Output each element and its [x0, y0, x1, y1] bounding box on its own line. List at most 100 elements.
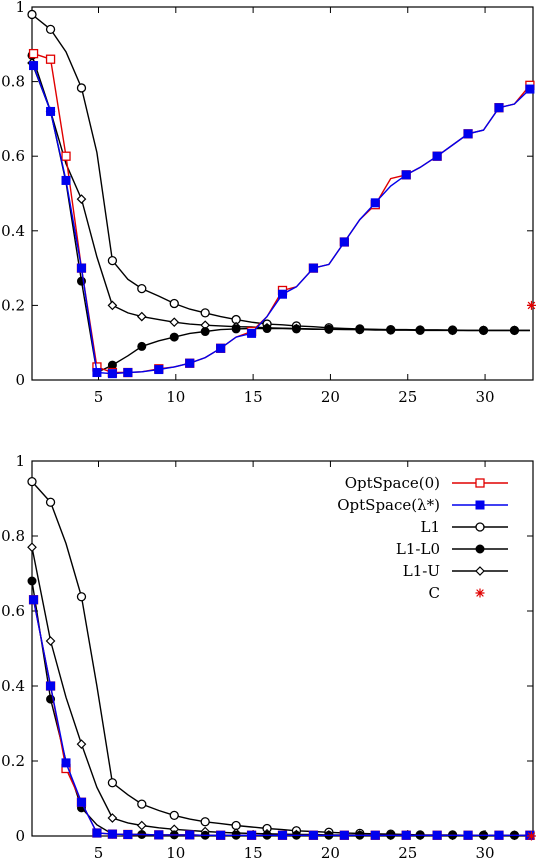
series-l1-u: [27, 542, 530, 841]
legend-marker: [475, 566, 485, 576]
legend-item-optspace0: OptSpace(0): [345, 474, 508, 492]
data-point: [247, 328, 257, 338]
data-point: [509, 325, 519, 335]
legend-item-optspace-lambda: OptSpace(λ*): [337, 496, 508, 514]
data-point: [123, 368, 133, 378]
legend-marker: [475, 588, 485, 598]
data-point: [45, 636, 56, 646]
y-tick-label: 0.4: [1, 222, 25, 240]
data-point: [463, 129, 473, 139]
series-line: [31, 547, 530, 836]
y-tick-label: 0.6: [1, 602, 25, 620]
data-point: [29, 61, 39, 71]
data-point: [494, 103, 504, 113]
series-line: [31, 481, 530, 836]
data-point: [136, 311, 147, 322]
data-point: [169, 298, 179, 309]
data-point: [61, 175, 71, 185]
y-tick-label: 0.4: [1, 677, 25, 695]
plot-frame: [31, 460, 534, 837]
x-tick-label: 5: [94, 388, 104, 406]
data-point: [324, 324, 334, 334]
legend-label: C: [429, 584, 440, 602]
data-point: [136, 820, 147, 831]
data-point: [107, 360, 117, 370]
y-tick-label: 1: [15, 452, 25, 470]
y-tick-label: 0.8: [1, 73, 25, 91]
data-point: [154, 365, 164, 375]
series-line: [32, 599, 530, 836]
data-point: [27, 476, 37, 487]
data-point: [231, 324, 241, 334]
x-tick-label: 15: [244, 388, 263, 406]
series-l1: [27, 9, 530, 336]
data-point: [463, 830, 473, 840]
data-point: [479, 325, 489, 335]
data-point: [28, 48, 39, 59]
data-point: [278, 830, 287, 840]
data-point: [308, 263, 318, 273]
data-point: [278, 289, 287, 299]
data-point: [370, 830, 380, 840]
series-line: [32, 599, 530, 836]
legend-marker: [475, 544, 485, 554]
legend-label: L1-L0: [396, 540, 440, 558]
chart-panel-bottom: 00.20.40.60.815 10 15 20 25 30OptSpace(0)OptS…: [1, 452, 536, 862]
data-point: [355, 325, 365, 335]
data-point: [92, 828, 102, 838]
legend-marker: [475, 522, 485, 532]
data-point: [386, 325, 396, 335]
data-point: [169, 332, 179, 342]
y-tick-label: 0: [15, 371, 25, 389]
data-point: [27, 576, 37, 586]
data-point: [29, 595, 39, 605]
data-point: [526, 300, 536, 310]
data-point: [185, 358, 195, 368]
x-tick-label: 20: [321, 844, 340, 862]
legend: OptSpace(0) OptSpace(λ*) L1 L1-L0 L1-U C: [337, 474, 508, 602]
data-point: [401, 830, 411, 840]
data-point: [107, 255, 118, 266]
legend-item-l1-u: L1-U: [403, 562, 508, 580]
x-tick-label: 20: [321, 388, 340, 406]
data-point: [76, 592, 87, 602]
data-point: [92, 368, 102, 378]
data-point: [76, 194, 87, 204]
y-tick-label: 0.2: [1, 752, 25, 770]
data-point: [432, 830, 442, 840]
data-point: [448, 325, 458, 335]
data-point: [154, 830, 164, 840]
data-point: [107, 369, 117, 379]
data-point: [46, 106, 56, 116]
x-tick-label: 10: [166, 844, 185, 862]
x-tick-label: 10: [166, 388, 185, 406]
x-tick-label: 15: [244, 844, 263, 862]
data-point: [76, 797, 86, 807]
legend-label: OptSpace(λ*): [337, 496, 440, 514]
series-line: [31, 55, 530, 374]
data-point: [308, 830, 318, 840]
plot-frame: [31, 6, 534, 381]
data-point: [27, 9, 37, 20]
data-point: [107, 829, 117, 839]
data-point: [61, 758, 71, 768]
data-point: [200, 308, 210, 318]
legend-item-c: C: [429, 584, 485, 602]
series-line: [31, 580, 530, 836]
series-l1: [27, 476, 530, 840]
data-point: [45, 54, 56, 64]
data-point: [262, 324, 272, 334]
x-tick-label: 25: [398, 388, 417, 406]
y-tick-label: 0: [15, 827, 25, 845]
data-point: [107, 778, 118, 788]
data-point: [76, 83, 87, 93]
data-point: [200, 327, 210, 337]
data-point: [291, 324, 301, 334]
data-point: [107, 300, 118, 311]
series-optspace-lambda: [29, 61, 535, 379]
data-point: [415, 325, 425, 335]
data-point: [339, 237, 349, 247]
data-point: [169, 317, 180, 328]
data-point: [200, 817, 210, 827]
